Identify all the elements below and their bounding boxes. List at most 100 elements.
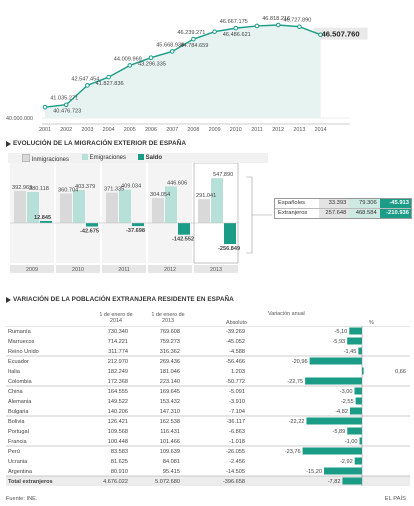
percent-bar — [358, 347, 362, 355]
legend-inmigraciones-label: Inmigraciones — [31, 157, 70, 163]
country-name: Argentina — [8, 469, 33, 475]
population-point — [297, 24, 302, 30]
x-tick-label: 2013 — [293, 127, 305, 133]
saldo-label: -37.698 — [126, 228, 145, 234]
x-tick-label: 2009 — [26, 267, 38, 273]
country-name: Portugal — [8, 429, 29, 435]
percent-label: -7,82 — [328, 479, 341, 485]
legend-inmigraciones: Inmigraciones — [22, 154, 69, 163]
absolute-change: -26.055 — [226, 449, 245, 455]
x-tick-label: 2001 — [39, 127, 51, 133]
percent-bar — [362, 367, 364, 375]
percent-bar — [347, 427, 362, 435]
percent-bar — [305, 377, 362, 385]
x-tick-label: 2012 — [164, 267, 176, 273]
x-tick-label: 2008 — [187, 127, 199, 133]
value-2013: 162.538 — [160, 419, 180, 425]
table-emi-cell: 79.306 — [349, 199, 380, 208]
inmigraciones-label: 291.041 — [196, 193, 216, 199]
col-header-2013: 1 de enero de 2013 — [151, 312, 185, 324]
col-header-absolute: Absoluto — [226, 320, 247, 326]
value-2014: 172.368 — [108, 379, 128, 385]
bar-inmigraciones — [60, 193, 72, 223]
percent-bar — [302, 447, 362, 455]
absolute-change: -1.018 — [229, 439, 245, 445]
country-name: Italia — [8, 369, 21, 375]
population-point — [127, 63, 133, 68]
value-2013: 759.273 — [160, 339, 180, 345]
year-label-bg — [10, 265, 54, 273]
country-name: Colombia — [8, 379, 33, 385]
country-name: Bulgaria — [8, 409, 29, 415]
country-name: Total extranjeros — [8, 479, 53, 485]
population-point — [233, 25, 239, 31]
value-2014: 149.522 — [108, 399, 128, 405]
value-2013: 181.046 — [160, 369, 180, 375]
value-2014: 83.583 — [111, 449, 128, 455]
percent-label: -20,96 — [292, 359, 308, 365]
value-2013: 109.639 — [160, 449, 180, 455]
absolute-change: -14.505 — [226, 469, 245, 475]
absolute-change: -3.910 — [229, 399, 245, 405]
migration-title-marker — [6, 141, 11, 147]
year-label-bg — [194, 265, 238, 273]
value-2014: 730.340 — [108, 329, 128, 335]
table-row-label: Españoles — [278, 200, 306, 206]
population-point — [275, 22, 281, 28]
emigraciones-label: 409.034 — [121, 184, 141, 190]
country-name: Perú — [8, 449, 20, 455]
foreign-title-marker — [6, 297, 11, 303]
x-tick-label: 2005 — [124, 127, 136, 133]
country-name: Alemania — [8, 399, 32, 405]
country-name: Bolivia — [8, 419, 25, 425]
inmigraciones-label: 392.963 — [12, 185, 32, 191]
value-2013: 84.081 — [163, 459, 180, 465]
legend-emigraciones-swatch — [82, 154, 88, 160]
inmigraciones-label: 304.054 — [150, 192, 170, 198]
absolute-change: -396.658 — [223, 479, 245, 485]
value-2014: 714.221 — [108, 339, 128, 345]
x-tick-label: 2006 — [145, 127, 157, 133]
value-2014: 81.625 — [111, 459, 128, 465]
percent-bar — [349, 407, 362, 415]
bar-saldo — [132, 223, 144, 227]
population-point — [191, 36, 196, 42]
source-note: Fuente: INE. — [6, 496, 38, 502]
col-header-2014: 1 de enero de 2014 — [99, 312, 133, 324]
value-2013: 5.072.680 — [155, 479, 180, 485]
value-2014: 182.249 — [108, 369, 128, 375]
percent-bar — [342, 477, 362, 485]
value-2014: 80.910 — [111, 469, 128, 475]
absolute-change: -36.117 — [226, 419, 245, 425]
bar-inmigraciones — [14, 190, 26, 223]
saldo-label: 12.845 — [34, 215, 51, 221]
saldo-label: -256.849 — [218, 246, 240, 252]
percent-label: -5,89 — [333, 429, 346, 435]
connector-lines — [246, 176, 272, 254]
bar-inmigraciones — [198, 199, 210, 223]
table-saldo-cell: -210.936 — [379, 209, 411, 218]
percent-label: -5,93 — [332, 339, 345, 345]
absolute-change: -4.588 — [229, 349, 245, 355]
migration-table: Españoles 33.393 79.306 -45.913 Extranje… — [274, 198, 412, 219]
saldo-label: -42.675 — [80, 228, 99, 234]
value-2014: 4.676.022 — [103, 479, 128, 485]
inmigraciones-label: 371.335 — [104, 187, 124, 193]
data-label-below: 43.296.335 — [138, 62, 166, 68]
percent-label: -5,10 — [335, 329, 348, 335]
emigraciones-label: 380.118 — [29, 186, 49, 192]
x-tick-label: 2013 — [210, 267, 222, 273]
x-tick-label: 2012 — [272, 127, 284, 133]
population-point — [254, 23, 260, 29]
x-tick-label: 2014 — [315, 127, 327, 133]
migration-table-row: Extranjeros 257.648 468.584 -210.936 — [275, 209, 411, 218]
bar-emigraciones — [27, 191, 39, 223]
percent-bar — [354, 457, 362, 465]
percent-label: -23,76 — [285, 449, 301, 455]
foreign-title: VARIACIÓN DE LA POBLACIÓN EXTRANJERA RES… — [13, 296, 234, 303]
population-point — [318, 32, 323, 38]
data-label: 46.818.216 — [262, 16, 290, 22]
population-point — [148, 55, 154, 61]
legend-emigraciones-label: Emigraciones — [89, 155, 127, 161]
percent-label: -2,92 — [340, 459, 353, 465]
